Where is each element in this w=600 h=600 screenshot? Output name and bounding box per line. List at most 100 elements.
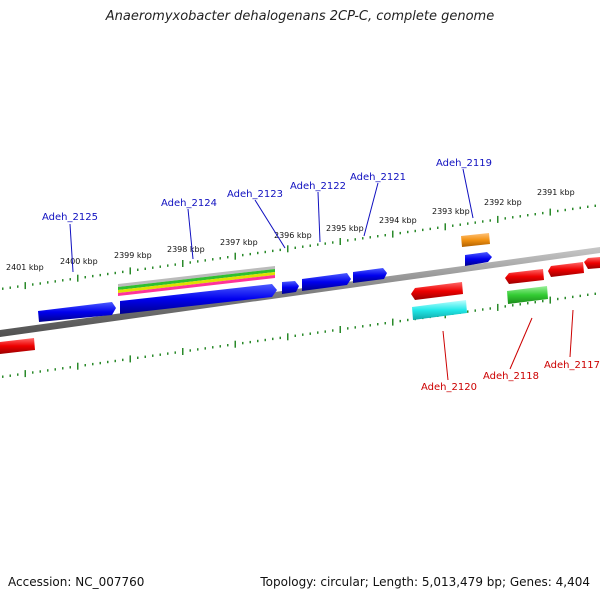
ruler-tick-minor (159, 265, 161, 268)
ruler-label: 2396 kbp (274, 231, 312, 240)
gene-adeh-2121[interactable] (353, 268, 387, 283)
gene-adeh-2124[interactable] (120, 284, 277, 314)
ruler-tick-minor (212, 346, 214, 349)
gene-reverse-left[interactable] (0, 338, 35, 354)
ruler-tick-minor (99, 361, 101, 365)
ruler-tick-minor (369, 324, 371, 327)
ruler-tick-minor (2, 375, 4, 378)
ruler-tick-minor (62, 367, 64, 370)
ruler-tick-minor (167, 352, 169, 355)
ruler-tick-minor (317, 331, 319, 334)
ruler-tick-minor (317, 243, 319, 246)
gene-adeh-2120[interactable] (411, 282, 463, 300)
ruler-tick-minor (564, 208, 566, 212)
gene-label-adeh-2125[interactable]: Adeh_2125 (42, 212, 98, 223)
gene-adeh-2123[interactable] (282, 281, 299, 294)
leader-line (254, 199, 286, 249)
leader-line (69, 223, 74, 273)
ruler-tick-minor (557, 297, 559, 301)
ruler-tick-minor (407, 318, 409, 322)
gene-label-adeh-2124[interactable]: Adeh_2124 (161, 198, 217, 209)
gene-adeh-2125[interactable] (38, 302, 116, 322)
ruler-tick-minor (347, 239, 349, 242)
ruler-tick-major (444, 223, 446, 231)
gene-label-adeh-2123[interactable]: Adeh_2123 (227, 189, 283, 200)
ruler-tick-minor (467, 310, 469, 313)
ruler-tick-minor (272, 249, 274, 253)
ruler-tick-minor (204, 347, 206, 350)
gene-label-adeh-2117[interactable]: Adeh_2117 (544, 360, 600, 371)
ruler-tick-minor (9, 286, 11, 289)
ruler-tick-minor (212, 258, 214, 261)
ruler-tick-minor (489, 307, 491, 310)
ruler-tick-minor (489, 219, 491, 222)
ruler-tick-minor (519, 303, 521, 306)
gene-label-adeh-2120[interactable]: Adeh_2120 (421, 382, 477, 393)
ruler-tick-minor (377, 323, 379, 326)
ruler-tick-minor (512, 216, 514, 219)
ruler-tick-minor (54, 368, 56, 371)
ruler-label: 2397 kbp (220, 238, 258, 247)
gene-label-adeh-2119[interactable]: Adeh_2119 (436, 158, 492, 169)
ruler-tick-minor (39, 282, 41, 285)
ruler-tick-major (287, 333, 289, 341)
ruler-tick-minor (542, 299, 544, 303)
leader-line (462, 168, 474, 219)
ruler-tick-minor (429, 227, 431, 231)
ruler-tick-minor (504, 217, 506, 220)
ruler-tick-minor (369, 236, 371, 239)
gene-adeh-2117[interactable] (548, 262, 584, 277)
gene-reverse-right[interactable] (584, 257, 600, 269)
ruler-tick-minor (354, 326, 356, 329)
ruler-tick-minor (107, 360, 109, 364)
ruler-tick-minor (62, 279, 64, 282)
leader-line (509, 317, 533, 370)
ruler-tick-minor (309, 244, 311, 247)
ruler-tick-minor (572, 207, 574, 211)
ruler-tick-minor (69, 278, 71, 281)
ruler-tick-minor (474, 309, 476, 312)
ruler-tick-minor (242, 341, 244, 345)
ruler-top (2, 204, 596, 290)
ruler-tick-minor (9, 374, 11, 377)
ruler-tick-major (182, 348, 184, 355)
genome-backbone (0, 247, 600, 337)
ruler-tick-minor (422, 228, 424, 232)
ruler-tick-minor (467, 222, 469, 225)
ruler-tick-minor (279, 336, 281, 340)
ruler-tick-minor (362, 237, 364, 240)
ruler-tick-minor (399, 231, 401, 235)
ruler-tick-minor (384, 234, 386, 237)
ruler-tick-minor (159, 353, 161, 356)
gene-adeh-2119[interactable] (465, 252, 492, 266)
gene-label-adeh-2118[interactable]: Adeh_2118 (483, 371, 539, 382)
ruler-tick-minor (174, 263, 176, 266)
gene-label-adeh-2122[interactable]: Adeh_2122 (290, 181, 346, 192)
gene-adeh-2118[interactable] (505, 269, 544, 284)
ruler-tick-minor (407, 230, 409, 234)
ruler-tick-minor (482, 308, 484, 311)
ruler-tick-minor (204, 259, 206, 262)
ruler-tick-minor (527, 302, 529, 305)
ruler-tick-minor (249, 252, 251, 256)
ruler-tick-major (234, 340, 236, 348)
ruler-tick-minor (144, 267, 146, 270)
gene-label-adeh-2121[interactable]: Adeh_2121 (350, 172, 406, 183)
ruler-tick-minor (594, 292, 596, 295)
ruler-tick-minor (519, 215, 521, 218)
ruler-tick-minor (47, 281, 49, 284)
ruler-tick-major (549, 296, 551, 304)
ruler-tick-minor (137, 268, 139, 271)
ruler-tick-minor (84, 364, 86, 367)
ruler-tick-minor (272, 337, 274, 341)
ruler-tick-major (129, 355, 131, 363)
ruler-tick-major (287, 245, 289, 253)
ruler-label: 2392 kbp (484, 198, 522, 207)
gene-adeh-2122[interactable] (302, 273, 351, 291)
ruler-tick-minor (114, 271, 116, 275)
ruler-tick-major (24, 282, 26, 290)
ruler-tick-minor (174, 351, 176, 354)
ruler-tick-minor (324, 242, 326, 245)
ruler-tick-minor (107, 272, 109, 276)
ruler-tick-minor (587, 293, 589, 296)
